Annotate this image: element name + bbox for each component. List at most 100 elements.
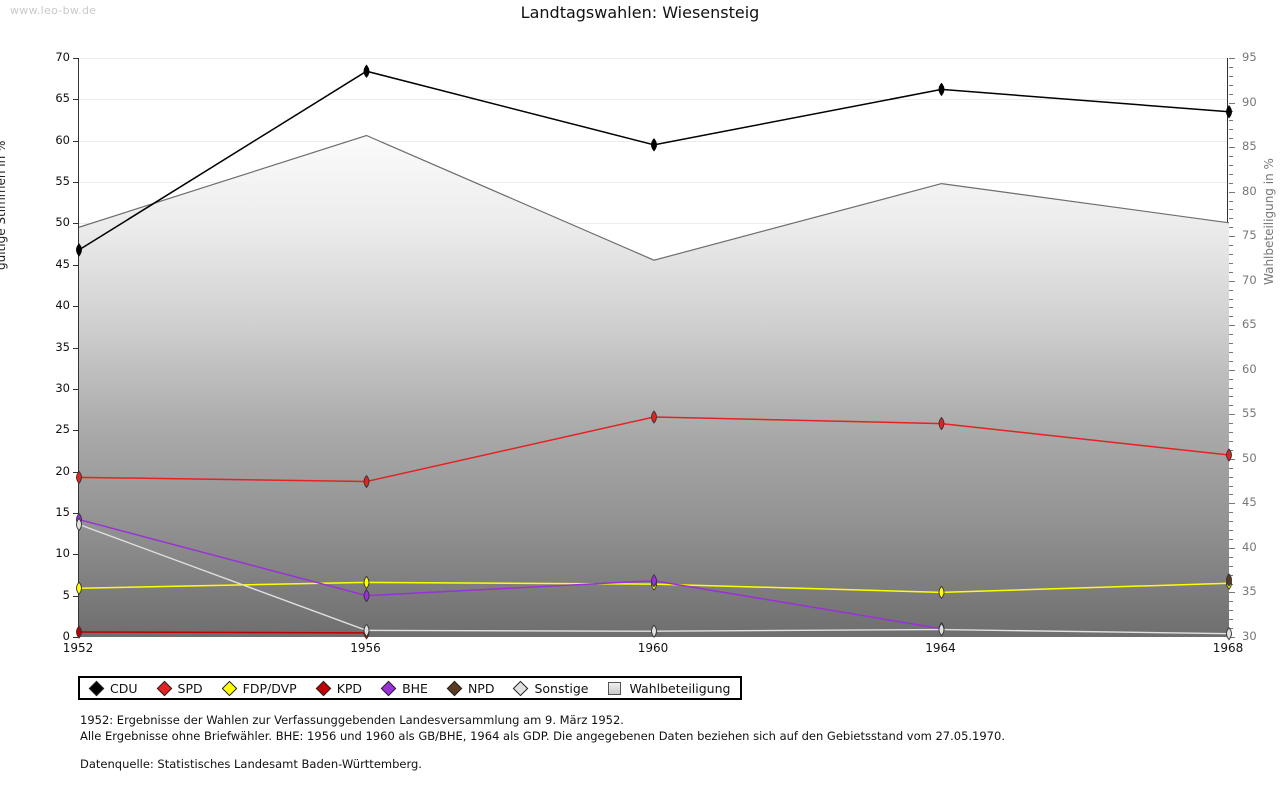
y-tick-mark-right [1229,628,1233,630]
y-tick-mark-right [1229,449,1233,451]
data-point-kpd [76,625,82,639]
legend-item-spd[interactable]: SPD [156,680,203,696]
y-tick-mark-right [1229,539,1233,540]
y-tick-mark-right [1229,182,1233,184]
y-tick-mark-right [1229,271,1233,273]
y-tick-mark-right [1229,218,1233,220]
legend-swatch-diamond-icon [315,680,331,696]
y-tick-mark-right [1229,325,1235,327]
footnotes: 1952: Ergebnisse der Wahlen zur Verfassu… [80,712,1220,772]
legend-item-bhe[interactable]: BHE [380,680,428,696]
data-point-cdu [938,82,945,97]
y-tick-mark-right [1229,147,1235,149]
grid-line [79,223,1227,224]
y-tick-label-left: 10 [55,546,70,561]
data-point-fdp-dvp [938,585,945,600]
legend-item-npd[interactable]: NPD [446,680,495,696]
y-tick-mark-left [73,306,79,308]
y-tick-mark-right [1229,637,1235,638]
y-tick-mark-right [1229,619,1233,621]
grid-line [79,99,1227,100]
y-tick-mark-left [73,140,79,142]
y-tick-mark-right [1229,574,1233,576]
y-tick-label-right: 55 [1242,406,1257,421]
data-point-sonstige [1226,626,1232,641]
x-tick-label: 1968 [1212,641,1244,655]
legend-swatch-diamond-icon [380,680,397,696]
y-tick-mark-right [1229,102,1235,104]
y-tick-mark-right [1229,307,1233,309]
page-title: Landtagswahlen: Wiesensteig [520,3,760,22]
y-tick-mark-right [1229,521,1233,523]
data-point-spd [76,470,82,485]
y-tick-mark-right [1229,245,1233,247]
y-tick-label-right: 30 [1242,629,1257,643]
y-tick-label-left: 65 [55,91,70,106]
chart-legend: CDU SPD FDP/DVP KPD BHE NPD Sonstige Wahlbeteil… [78,676,743,700]
y-tick-mark-right [1229,503,1235,505]
plot-area [76,58,1232,641]
legend-item-label: Sonstige [534,680,589,696]
y-tick-mark-right [1229,343,1233,345]
y-tick-label-left: 70 [55,50,70,64]
y-tick-mark-left [73,430,79,432]
y-tick-label-right: 85 [1242,139,1257,154]
y-tick-mark-left [73,512,79,514]
legend-swatch-diamond-icon [446,680,463,696]
y-tick-label-left: 20 [55,463,70,478]
y-tick-mark-right [1229,209,1233,211]
data-point-sonstige [76,517,82,532]
data-point-spd [363,474,370,489]
y-tick-mark-right [1229,601,1233,603]
y-tick-mark-right [1229,120,1233,122]
legend-item-fdp-dvp[interactable]: FDP/DVP [221,680,297,696]
legend-item-cdu[interactable]: CDU [88,680,138,696]
y-tick-label-left: 30 [55,380,70,395]
y-tick-mark-right [1229,458,1235,460]
y-tick-mark-left [73,264,79,266]
legend-item-sonstige[interactable]: Sonstige [513,680,589,696]
legend-item-wahlbeteiligung[interactable]: Wahlbeteiligung [608,681,730,696]
line-bhe [78,518,942,630]
y-tick-mark-right [1229,485,1233,487]
legend-item-label: FDP/DVP [242,680,297,696]
y-tick-label-right: 35 [1242,584,1257,599]
y-tick-mark-right [1229,378,1233,380]
y-tick-label-right: 45 [1242,495,1257,510]
y-tick-mark-right [1229,155,1233,157]
y-tick-mark-left [73,554,79,556]
y-tick-mark-right [1229,75,1233,77]
y-tick-mark-right [1229,369,1235,371]
y-tick-mark-right [1229,360,1233,362]
y-tick-label-left: 15 [55,504,70,519]
y-tick-label-left: 0 [62,629,70,643]
y-tick-label-left: 5 [62,587,70,602]
y-tick-mark-right [1229,423,1233,425]
y-tick-mark-right [1229,441,1233,443]
y-tick-mark-right [1229,351,1233,353]
y-tick-mark-right [1229,494,1233,496]
y-tick-label-right: 80 [1242,183,1257,198]
y-tick-label-right: 40 [1242,539,1257,554]
legend-item-label: NPD [467,680,495,696]
legend-item-kpd[interactable]: KPD [315,680,362,696]
y-tick-mark-right [1229,84,1233,86]
y-tick-mark-right [1229,396,1233,398]
y-tick-mark-right [1229,512,1233,514]
y-tick-label-right: 50 [1242,450,1257,465]
y-tick-mark-right [1229,432,1233,434]
y-tick-mark-right [1229,191,1235,193]
y-tick-mark-right [1229,138,1233,140]
y-tick-label-left: 55 [55,174,70,189]
data-point-bhe [363,588,370,603]
y-tick-mark-right [1229,405,1233,407]
y-tick-label-left: 60 [55,132,70,147]
chart-canvas [76,64,1232,641]
legend-item-label: SPD [177,680,203,696]
grid-line [79,58,1227,59]
data-point-npd [1226,573,1232,587]
y-tick-label-right: 75 [1242,228,1257,243]
data-point-cdu [651,138,657,152]
y-tick-label-left: 45 [55,256,70,271]
y-tick-mark-left [73,471,79,473]
